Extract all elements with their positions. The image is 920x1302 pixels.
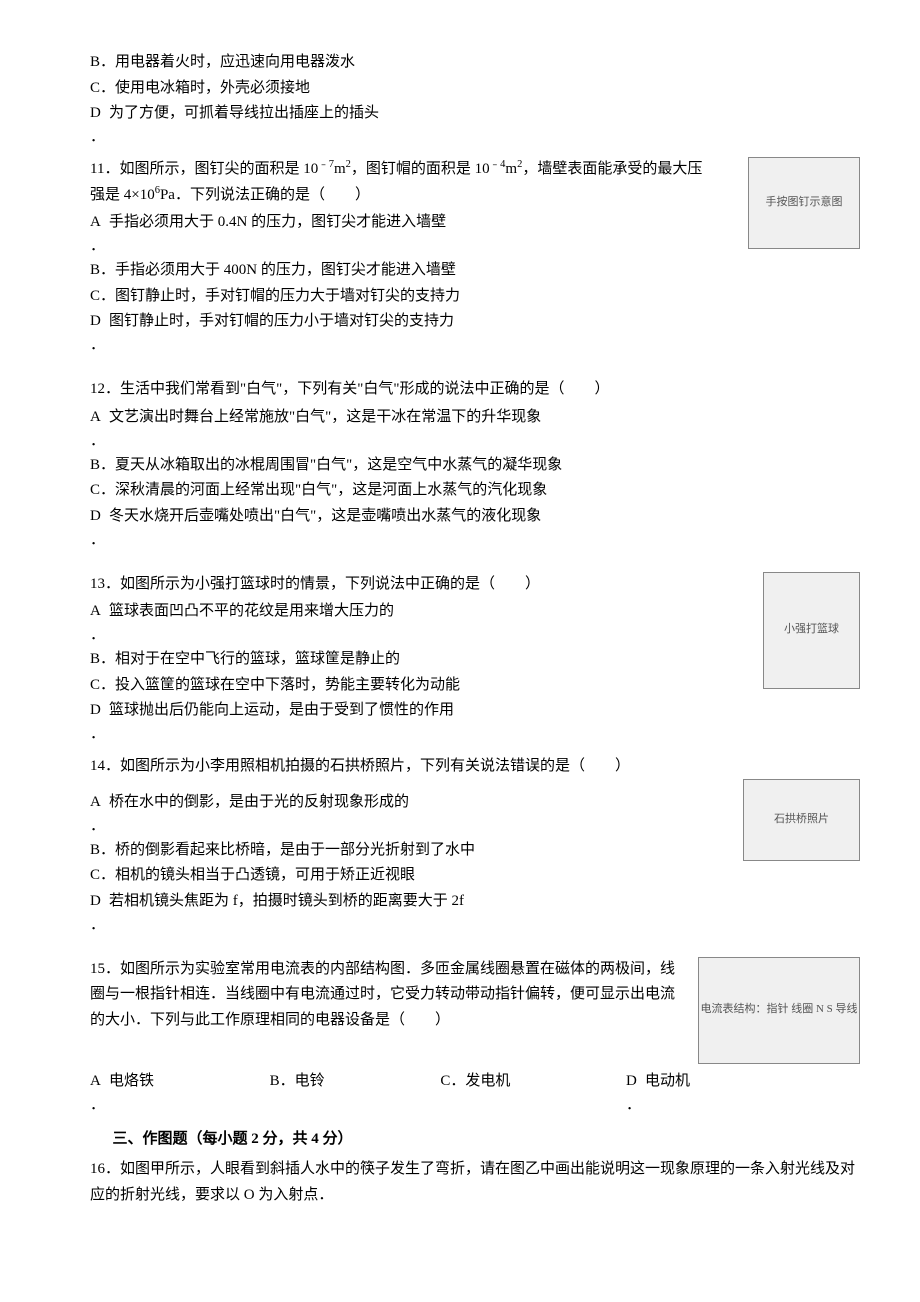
q15-opt-d: D ． 电动机 [626,1069,690,1117]
q11-opt-b: B． 手指必须用大于 400N 的压力，图钉尖才能进入墙壁 [90,258,738,284]
opt-label-split: A ． [90,405,105,453]
opt-label-split: D ． [626,1069,641,1117]
opt-label-split: A ． [90,599,105,647]
opt-text: 相机的镜头相当于凸透镜，可用于矫正近视眼 [115,863,733,889]
opt-text: 篮球表面凹凸不平的花纹是用来增大压力的 [109,599,753,625]
opt-text: 图钉静止时，手对钉帽的压力大于墙对钉尖的支持力 [115,284,738,310]
opt-label: B． [90,258,115,284]
q14-opt-d: D ． 若相机镜头焦距为 f，拍摄时镜头到桥的距离要大于 2f [90,889,733,937]
q13-opt-d: D ． 篮球抛出后仍能向上运动，是由于受到了惯性的作用 [90,698,753,746]
q10-opt-d: D ． 为了方便，可抓着导线拉出插座上的插头 [90,101,860,149]
opt-text: 用电器着火时，应迅速向用电器泼水 [115,50,860,76]
opt-label-split: A ． [90,1069,105,1117]
opt-text: 深秋清晨的河面上经常出现"白气"，这是河面上水蒸气的汽化现象 [115,478,860,504]
q11-image: 手按图钉示意图 [748,157,860,249]
opt-text: 电烙铁 [109,1069,154,1117]
opt-label: C． [90,76,115,102]
opt-label: B． [90,647,115,673]
opt-text: 使用电冰箱时，外壳必须接地 [115,76,860,102]
q12-options: A ． 文艺演出时舞台上经常施放"白气"，这是干冰在常温下的升华现象 B． 夏天… [90,405,860,552]
opt-text: 电铃 [295,1069,325,1117]
opt-label-split: A ． [90,210,105,258]
opt-text: 桥在水中的倒影，是由于光的反射现象形成的 [109,790,733,816]
q13-opt-c: C． 投入篮筐的篮球在空中下落时，势能主要转化为动能 [90,673,753,699]
question-16: 16．如图甲所示，人眼看到斜插人水中的筷子发生了弯折，请在图乙中画出能说明这一现… [90,1157,860,1210]
opt-label-split: D ． [90,309,105,357]
q12-opt-c: C． 深秋清晨的河面上经常出现"白气"，这是河面上水蒸气的汽化现象 [90,478,860,504]
q14-opt-a: A ． 桥在水中的倒影，是由于光的反射现象形成的 [90,790,733,838]
opt-label: B． [270,1069,295,1117]
opt-label: B． [90,50,115,76]
q14-image: 石拱桥照片 [743,779,860,861]
opt-label: C． [90,863,115,889]
opt-text: 篮球抛出后仍能向上运动，是由于受到了惯性的作用 [109,698,753,724]
section-3-heading: 三、作图题（每小题 2 分，共 4 分） [90,1127,860,1153]
opt-label: C． [90,284,115,310]
q11-options: A ． 手指必须用大于 0.4N 的压力，图钉尖才能进入墙壁 B． 手指必须用大… [90,210,738,357]
q15-opt-a: A ． 电烙铁 [90,1069,154,1117]
opt-label: C． [90,478,115,504]
opt-text: 发电机 [465,1069,510,1117]
q14-stem: 14．如图所示为小李用照相机拍摄的石拱桥照片，下列有关说法错误的是（ ） [90,754,860,780]
q11-opt-a: A ． 手指必须用大于 0.4N 的压力，图钉尖才能进入墙壁 [90,210,738,258]
question-11: 手按图钉示意图 11．如图所示，图钉尖的面积是 10﹣7m2，图钉帽的面积是 1… [90,157,860,357]
opt-label-split: D ． [90,101,105,149]
q15-image: 电流表结构：指针 线圈 N S 导线 [698,957,860,1064]
opt-text: 相对于在空中飞行的篮球，篮球筐是静止的 [115,647,753,673]
q15-options: A ． 电烙铁 B． 电铃 C． 发电机 D ． 电动机 [90,1069,690,1117]
question-15: 电流表结构：指针 线圈 N S 导线 15．如图所示为实验室常用电流表的内部结构… [90,957,860,1117]
q11-opt-c: C． 图钉静止时，手对钉帽的压力大于墙对钉尖的支持力 [90,284,738,310]
question-12: 12．生活中我们常看到"白气"，下列有关"白气"形成的说法中正确的是（ ） A … [90,377,860,552]
opt-text: 桥的倒影看起来比桥暗，是由于一部分光折射到了水中 [115,838,733,864]
q14-opt-b: B． 桥的倒影看起来比桥暗，是由于一部分光折射到了水中 [90,838,733,864]
q16-stem: 16．如图甲所示，人眼看到斜插人水中的筷子发生了弯折，请在图乙中画出能说明这一现… [90,1157,860,1208]
q12-opt-b: B． 夏天从冰箱取出的冰棍周围冒"白气"，这是空气中水蒸气的凝华现象 [90,453,860,479]
question-10-partial: B． 用电器着火时，应迅速向用电器泼水 C． 使用电冰箱时，外壳必须接地 D ．… [90,50,860,149]
q11-stem: 11．如图所示，图钉尖的面积是 10﹣7m2，图钉帽的面积是 10﹣4m2，墙壁… [90,157,860,208]
q14-opt-c: C． 相机的镜头相当于凸透镜，可用于矫正近视眼 [90,863,733,889]
opt-label-split: A ． [90,790,105,838]
question-13: 小强打篮球 13．如图所示为小强打篮球时的情景，下列说法中正确的是（ ） A ．… [90,572,860,747]
q10-options: B． 用电器着火时，应迅速向用电器泼水 C． 使用电冰箱时，外壳必须接地 D ．… [90,50,860,149]
q13-stem: 13．如图所示为小强打篮球时的情景，下列说法中正确的是（ ） [90,572,860,598]
q13-image: 小强打篮球 [763,572,860,689]
q12-opt-a: A ． 文艺演出时舞台上经常施放"白气"，这是干冰在常温下的升华现象 [90,405,860,453]
opt-label: B． [90,838,115,864]
q12-stem: 12．生活中我们常看到"白气"，下列有关"白气"形成的说法中正确的是（ ） [90,377,860,403]
opt-text: 手指必须用大于 0.4N 的压力，图钉尖才能进入墙壁 [109,210,738,236]
q11-opt-d: D ． 图钉静止时，手对钉帽的压力小于墙对钉尖的支持力 [90,309,738,357]
opt-label-split: D ． [90,504,105,552]
q13-opt-b: B． 相对于在空中飞行的篮球，篮球筐是静止的 [90,647,753,673]
opt-text: 若相机镜头焦距为 f，拍摄时镜头到桥的距离要大于 2f [109,889,733,915]
opt-text: 电动机 [645,1069,690,1117]
opt-label: B． [90,453,115,479]
q13-options: A ． 篮球表面凹凸不平的花纹是用来增大压力的 B． 相对于在空中飞行的篮球，篮… [90,599,753,746]
q12-opt-d: D ． 冬天水烧开后壶嘴处喷出"白气"，这是壶嘴喷出水蒸气的液化现象 [90,504,860,552]
opt-label-split: D ． [90,698,105,746]
opt-label: C． [90,673,115,699]
question-14: 石拱桥照片 14．如图所示为小李用照相机拍摄的石拱桥照片，下列有关说法错误的是（… [90,754,860,937]
opt-text: 为了方便，可抓着导线拉出插座上的插头 [109,101,860,127]
opt-text: 投入篮筐的篮球在空中下落时，势能主要转化为动能 [115,673,753,699]
opt-text: 冬天水烧开后壶嘴处喷出"白气"，这是壶嘴喷出水蒸气的液化现象 [109,504,860,530]
opt-text: 文艺演出时舞台上经常施放"白气"，这是干冰在常温下的升华现象 [109,405,860,431]
opt-text: 图钉静止时，手对钉帽的压力小于墙对钉尖的支持力 [109,309,738,335]
q10-opt-c: C． 使用电冰箱时，外壳必须接地 [90,76,860,102]
q14-options: A ． 桥在水中的倒影，是由于光的反射现象形成的 B． 桥的倒影看起来比桥暗，是… [90,790,733,937]
opt-label: C． [440,1069,465,1117]
q15-opt-b: B． 电铃 [270,1069,325,1117]
opt-text: 夏天从冰箱取出的冰棍周围冒"白气"，这是空气中水蒸气的凝华现象 [115,453,860,479]
q10-opt-b: B． 用电器着火时，应迅速向用电器泼水 [90,50,860,76]
opt-text: 手指必须用大于 400N 的压力，图钉尖才能进入墙壁 [115,258,738,284]
opt-label-split: D ． [90,889,105,937]
q15-opt-c: C． 发电机 [440,1069,510,1117]
q13-opt-a: A ． 篮球表面凹凸不平的花纹是用来增大压力的 [90,599,753,647]
